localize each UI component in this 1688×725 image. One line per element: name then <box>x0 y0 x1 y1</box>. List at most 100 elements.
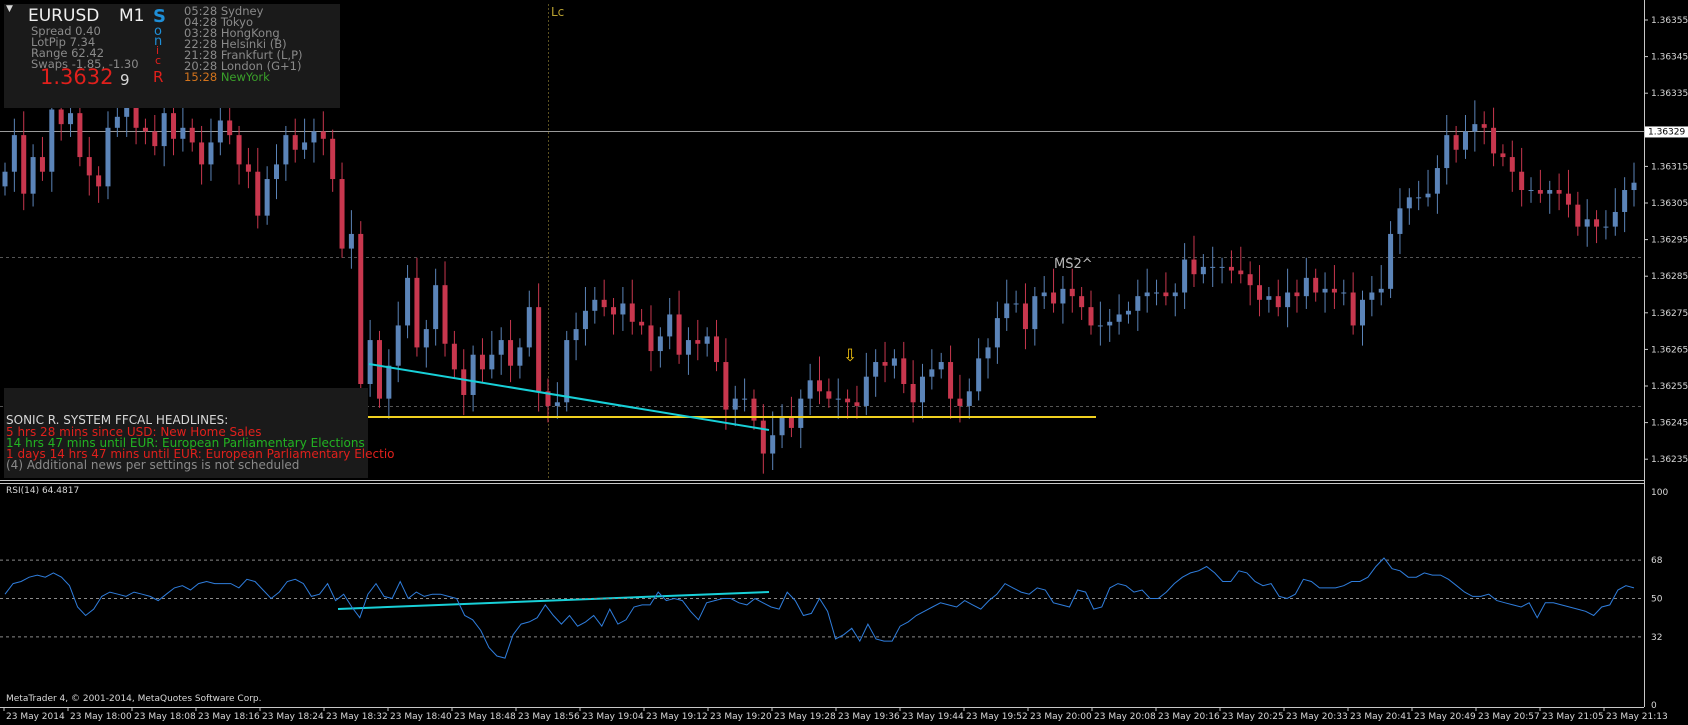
info-panel: ▼ EURUSD M1 Spread 0.40 LotPip 7.34 Rang… <box>4 4 340 108</box>
candle <box>526 290 532 357</box>
news-title: SONIC R. SYSTEM FFCAL HEADLINES: <box>6 413 229 427</box>
down-arrow-icon: ⇩ <box>843 346 858 366</box>
candle-body <box>788 416 794 428</box>
candle-body <box>817 380 822 392</box>
rsi-title: RSI(14) 64.4817 <box>6 486 80 496</box>
candle-body <box>161 113 167 147</box>
lc-vertical-line-label: Lc <box>551 5 565 19</box>
candle <box>1154 279 1160 306</box>
candle-body <box>1453 135 1459 150</box>
candle-body <box>227 120 233 136</box>
candle <box>1125 301 1131 324</box>
candle <box>863 352 869 416</box>
candle-body <box>1509 157 1515 172</box>
candle-body <box>1200 266 1206 275</box>
candle <box>1088 290 1094 335</box>
session-time: 21:28 <box>184 48 218 62</box>
candle <box>292 118 298 163</box>
candle <box>1163 272 1169 306</box>
candle <box>723 338 729 430</box>
candle <box>1116 294 1122 335</box>
candle-body <box>21 135 27 194</box>
candle <box>1481 111 1487 145</box>
candle <box>189 118 195 152</box>
candle-body <box>339 179 345 249</box>
candle <box>1416 180 1422 211</box>
info-panel-collapse-arrow[interactable]: ▼ <box>6 4 13 14</box>
candle <box>957 374 963 423</box>
candle <box>985 338 991 379</box>
session-row: 20:28 London (G+1) <box>184 59 302 73</box>
candle-body <box>517 347 523 366</box>
candle <box>255 147 261 229</box>
candle-body <box>657 336 663 352</box>
candle-body <box>1547 190 1553 194</box>
candle-body <box>545 391 551 406</box>
candle <box>910 360 916 423</box>
time-axis-label: 23 May 20:00 <box>1030 712 1092 722</box>
candle-body <box>1303 277 1309 297</box>
time-axis-label: 23 May 20:33 <box>1286 712 1348 722</box>
candle-body <box>489 354 495 370</box>
candle-body <box>845 398 851 403</box>
candle-body <box>1537 190 1543 194</box>
candle-body <box>1444 135 1450 169</box>
session-row: 22:28 Helsinki (B) <box>184 38 287 50</box>
time-axis-label: 23 May 20:57 <box>1478 712 1540 722</box>
candle <box>779 404 785 449</box>
candle-body <box>779 416 785 436</box>
candle <box>807 363 813 416</box>
candle <box>1528 177 1534 203</box>
news-line: 1 days 14 hrs 47 mins until EUR: Europea… <box>6 447 395 461</box>
candle-body <box>1285 292 1291 308</box>
candle-body <box>133 102 139 128</box>
candle <box>442 261 448 357</box>
candle <box>919 363 925 419</box>
time-axis-label: 23 May 20:41 <box>1350 712 1412 722</box>
news-line: 14 hrs 47 mins until EUR: European Parli… <box>6 436 365 450</box>
candle <box>470 345 476 412</box>
candle <box>976 338 982 401</box>
candle <box>1210 246 1216 288</box>
candle-body <box>1022 303 1028 330</box>
candle <box>1509 140 1515 192</box>
candle <box>938 352 944 379</box>
sonic-letter-s: S <box>153 6 166 27</box>
price-axis-label: 1.36345 <box>1651 53 1688 63</box>
range-text: Range 62.42 <box>31 46 105 60</box>
candle <box>208 118 214 181</box>
candle <box>1584 199 1590 247</box>
price-axis-label: 1.36285 <box>1651 272 1688 282</box>
candle-body <box>1406 197 1412 209</box>
time-axis-label: 23 May 19:52 <box>966 712 1028 722</box>
candle <box>1434 155 1440 214</box>
time-axis-label: 23 May 19:44 <box>902 712 964 722</box>
candle <box>1107 308 1113 342</box>
candle-body <box>1341 292 1347 294</box>
candle <box>423 319 429 368</box>
candle-body <box>264 179 270 216</box>
candle-body <box>1519 171 1525 191</box>
candle-body <box>536 307 542 392</box>
candle <box>760 404 766 474</box>
candle <box>770 411 776 471</box>
candle-body <box>86 157 92 176</box>
candle-body <box>1004 303 1010 319</box>
candle-body <box>1266 296 1272 300</box>
time-axis-label: 23 May 20:08 <box>1094 712 1156 722</box>
candle-body <box>152 131 158 147</box>
candle-body <box>171 113 177 139</box>
candle <box>592 287 598 324</box>
session-name: London (G+1) <box>220 59 302 73</box>
candle <box>1378 265 1384 306</box>
spread-text: Spread 0.40 <box>31 24 101 38</box>
candle <box>1612 188 1618 236</box>
price-trendline <box>368 363 770 431</box>
sonic-letter-c: c <box>155 54 162 67</box>
candle <box>1004 279 1010 331</box>
price-axis-label: 1.36315 <box>1651 162 1688 172</box>
candle-body <box>414 277 420 348</box>
candle-body <box>1434 168 1440 194</box>
